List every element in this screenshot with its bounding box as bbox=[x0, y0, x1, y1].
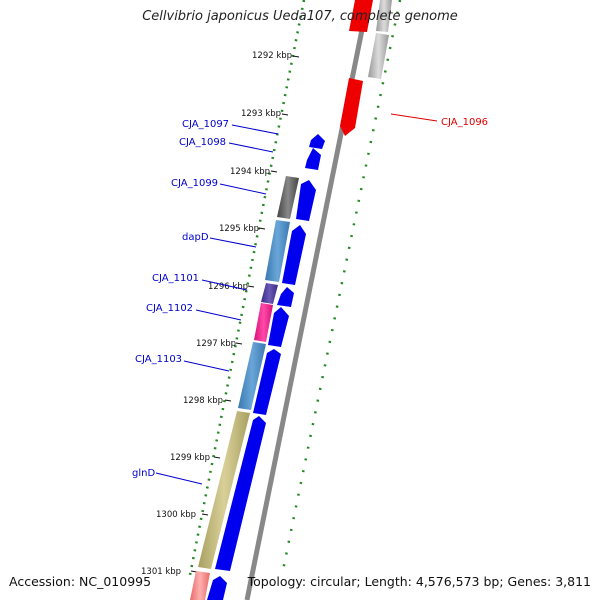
gene-arrow-blue[interactable] bbox=[215, 416, 266, 571]
gene-arrow-lightgrey[interactable] bbox=[376, 0, 392, 32]
gene-label-cja1102[interactable]: CJA_1102 bbox=[146, 303, 193, 314]
gene-arrow-blue[interactable] bbox=[253, 349, 281, 415]
gene-label-cja1103[interactable]: CJA_1103 bbox=[135, 354, 182, 365]
label-leader-lines bbox=[155, 113, 438, 485]
feature-glnd-olive[interactable] bbox=[198, 411, 250, 569]
gene-label-dapd[interactable]: dapD bbox=[182, 232, 209, 243]
scale-tick-label: 1297 kbp bbox=[196, 339, 236, 349]
map-title: Cellvibrio japonicus Ueda107, complete g… bbox=[142, 9, 458, 24]
scale-tick-label: 1295 kbp bbox=[219, 224, 259, 234]
gene-arrow-red[interactable] bbox=[340, 78, 363, 136]
inner-dotted-ring bbox=[280, 0, 402, 576]
gene-arrow-red[interactable] bbox=[349, 0, 373, 32]
feature-salmon[interactable] bbox=[190, 571, 210, 600]
gene-arrow-blue[interactable] bbox=[268, 307, 289, 347]
feature-cja1099-grey[interactable] bbox=[277, 176, 299, 219]
topology-text: Topology: circular; Length: 4,576,573 bp… bbox=[247, 574, 591, 589]
gene-arrow-blue[interactable] bbox=[277, 287, 294, 307]
scale-tick-label: 1301 kbp bbox=[141, 567, 181, 577]
accession-text: Accession: NC_010995 bbox=[9, 574, 152, 589]
gene-label-cja1097[interactable]: CJA_1097 bbox=[182, 119, 229, 130]
scale-tick-marks bbox=[190, 55, 300, 573]
gene-label-cja1098[interactable]: CJA_1098 bbox=[179, 137, 226, 148]
gene-arrow-blue[interactable] bbox=[207, 576, 227, 600]
scale-tick-label: 1299 kbp bbox=[170, 453, 210, 463]
scale-tick-label: 1292 kbp bbox=[252, 51, 292, 61]
scale-tick-label: 1298 kbp bbox=[183, 396, 223, 406]
feature-cja1102-pink[interactable] bbox=[254, 303, 273, 342]
gene-arrow-blue[interactable] bbox=[282, 225, 306, 285]
scale-tick-label: 1294 kbp bbox=[230, 167, 270, 177]
feature-cja1103-steel[interactable] bbox=[238, 342, 266, 410]
feature-cja1101-purple[interactable] bbox=[261, 283, 278, 304]
scale-tick-label: 1296 kbp bbox=[208, 282, 248, 292]
gene-arrow-blue[interactable] bbox=[296, 180, 316, 221]
scale-tick-label: 1300 kbp bbox=[156, 510, 196, 520]
scale-tick-label: 1293 kbp bbox=[241, 109, 281, 119]
feature-dapd-steel[interactable] bbox=[265, 220, 290, 282]
gene-arrow-lightgrey[interactable] bbox=[368, 33, 389, 79]
gene-label-cja1101[interactable]: CJA_1101 bbox=[152, 273, 199, 284]
gene-arrow-blue[interactable] bbox=[305, 148, 321, 170]
gene-label-cja1099[interactable]: CJA_1099 bbox=[171, 178, 218, 189]
gene-label-cja1096[interactable]: CJA_1096 bbox=[441, 117, 488, 128]
gene-label-glnd[interactable]: glnD bbox=[132, 468, 155, 479]
gene-arrow-blue[interactable] bbox=[309, 134, 325, 149]
